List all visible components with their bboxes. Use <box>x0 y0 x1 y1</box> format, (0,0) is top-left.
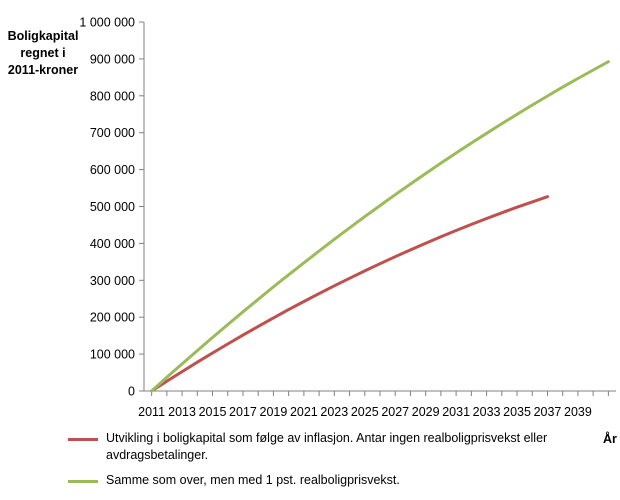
y-tick-label: 500 000 <box>90 200 135 214</box>
legend-label-inflation: Utvikling i boligkapital som følge av in… <box>106 431 548 462</box>
y-axis: 0 100 000 200 000 300 000 400 000 500 000 600 … <box>79 16 145 399</box>
y-tick-label: 600 000 <box>90 163 135 177</box>
x-tick-label: 2027 <box>381 405 409 419</box>
y-tick-label: 300 000 <box>90 274 135 288</box>
y-tick-label: 400 000 <box>90 237 135 251</box>
legend-label-real-growth: Samme som over, men med 1 pst. realbolig… <box>106 473 400 487</box>
legend-item-real-growth: Samme som over, men med 1 pst. realbolig… <box>68 472 588 489</box>
x-tick-label: 2039 <box>564 405 592 419</box>
y-tick-label: 800 000 <box>90 89 135 103</box>
x-tick-label: 2035 <box>503 405 531 419</box>
y-axis-title: Boligkapital regnet i 2011-kroner <box>7 29 79 77</box>
series-lines <box>150 60 610 393</box>
x-tick-label: 2019 <box>260 405 288 419</box>
x-axis-title: År <box>603 432 617 446</box>
series-line-real-growth <box>150 60 610 393</box>
x-tick-label: 2011 <box>138 405 165 419</box>
y-tick-label: 200 000 <box>90 311 135 325</box>
x-tick-label: 2025 <box>351 405 379 419</box>
x-axis: 2011 2013 2015 2017 2019 2021 2023 2025 2027 2029… <box>138 390 616 419</box>
y-tick-label: 700 000 <box>90 126 135 140</box>
x-tick-label: 2023 <box>320 405 348 419</box>
legend-item-inflation: Utvikling i boligkapital som følge av in… <box>68 430 588 464</box>
legend-swatch-real-growth <box>68 480 98 483</box>
x-tick-label: 2029 <box>412 405 440 419</box>
legend: Utvikling i boligkapital som følge av in… <box>68 430 588 497</box>
x-tick-label: 2033 <box>473 405 501 419</box>
legend-swatch-inflation <box>68 438 98 441</box>
x-tick-label: 2013 <box>168 405 196 419</box>
y-tick-label: 1 000 000 <box>79 16 135 30</box>
x-tick-label: 2037 <box>534 405 562 419</box>
y-tick-label: 0 <box>128 385 135 399</box>
x-tick-label: 2015 <box>199 405 227 419</box>
x-tick-label: 2021 <box>290 405 318 419</box>
y-tick-label: 100 000 <box>90 348 135 362</box>
y-tick-label: 900 000 <box>90 52 135 66</box>
x-tick-label: 2017 <box>229 405 257 419</box>
series-line-inflation <box>150 195 549 393</box>
x-tick-label: 2031 <box>442 405 470 419</box>
